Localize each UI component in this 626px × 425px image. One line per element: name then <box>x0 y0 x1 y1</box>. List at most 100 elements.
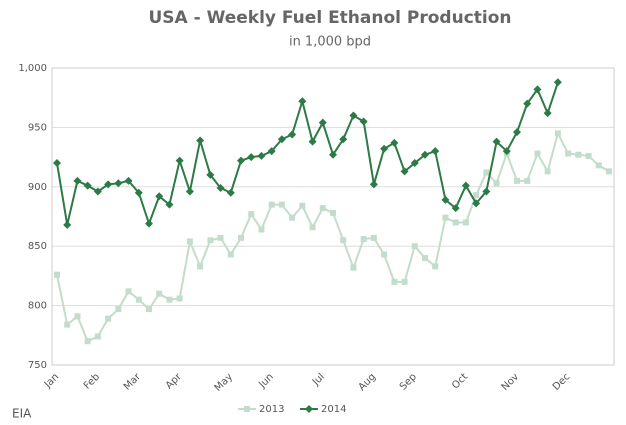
y-tick-label: 750 <box>28 360 47 371</box>
y-tick-label: 900 <box>28 182 47 193</box>
point <box>380 144 389 153</box>
point <box>185 187 194 196</box>
point <box>54 271 60 278</box>
point <box>114 179 123 188</box>
point <box>277 135 286 144</box>
point <box>64 321 71 328</box>
point <box>410 159 419 168</box>
point <box>523 99 532 108</box>
point <box>319 205 326 212</box>
point <box>585 152 592 159</box>
point <box>360 236 367 243</box>
point <box>289 214 296 221</box>
point <box>124 176 133 185</box>
point <box>452 219 459 226</box>
x-tick-label: Sep <box>398 371 419 392</box>
point <box>216 183 225 192</box>
point <box>421 150 429 159</box>
point <box>237 156 245 165</box>
point <box>502 147 511 156</box>
point <box>134 188 143 197</box>
point <box>493 180 500 187</box>
legend-label: 2013 <box>259 404 284 415</box>
point <box>176 295 183 302</box>
x-tick-label: Dec <box>551 371 572 392</box>
point <box>196 136 205 145</box>
point <box>339 135 348 144</box>
point <box>248 211 255 218</box>
point <box>462 219 469 226</box>
point <box>308 137 317 146</box>
point <box>145 219 153 228</box>
point <box>175 156 184 165</box>
point <box>544 168 551 175</box>
point <box>146 306 152 313</box>
point <box>472 199 481 208</box>
point <box>400 167 409 176</box>
point <box>492 137 501 146</box>
point <box>451 204 460 213</box>
point <box>432 263 439 270</box>
point <box>606 168 612 175</box>
point <box>244 406 250 412</box>
point <box>381 251 388 258</box>
point <box>53 159 61 168</box>
point <box>565 150 572 157</box>
point <box>533 85 542 94</box>
point <box>431 147 440 156</box>
point <box>340 237 347 244</box>
point <box>125 288 132 295</box>
x-tick-label: Feb <box>82 371 102 391</box>
point <box>369 180 378 189</box>
point <box>534 150 541 157</box>
point <box>329 150 337 159</box>
point <box>422 255 428 262</box>
point <box>514 177 520 184</box>
point <box>401 278 408 285</box>
series-line <box>56 130 610 343</box>
point <box>267 147 276 156</box>
point <box>197 263 204 270</box>
point <box>575 151 582 158</box>
point <box>155 192 164 201</box>
point <box>390 138 399 147</box>
point <box>513 128 521 137</box>
x-tick-label: Aug <box>357 371 379 393</box>
x-tick-label: Oct <box>450 371 470 391</box>
point <box>206 170 215 179</box>
point <box>166 296 173 303</box>
y-tick-label: 950 <box>28 122 47 133</box>
x-tick-label: Jan <box>42 371 61 390</box>
point <box>318 118 327 127</box>
point <box>305 405 313 413</box>
point <box>238 234 244 241</box>
point <box>257 151 266 160</box>
point <box>165 200 174 209</box>
point <box>186 238 193 245</box>
point <box>349 111 358 120</box>
point <box>217 234 224 241</box>
point <box>104 180 113 189</box>
point <box>441 195 450 204</box>
legend-label: 2014 <box>321 404 346 415</box>
point <box>288 130 297 139</box>
point <box>524 177 531 184</box>
point <box>461 181 470 190</box>
chart-subtitle: in 1,000 bpd <box>289 35 371 50</box>
point <box>94 333 101 340</box>
point <box>359 117 368 126</box>
point <box>268 201 275 208</box>
y-tick-label: 850 <box>28 241 47 252</box>
point <box>278 201 285 208</box>
point <box>298 97 307 106</box>
x-tick-label: Apr <box>164 371 185 392</box>
point <box>73 176 82 185</box>
point <box>473 192 480 199</box>
plot-border <box>51 67 615 366</box>
x-tick-label: Jun <box>256 371 276 391</box>
point <box>74 313 81 320</box>
point <box>115 306 122 313</box>
source: EIA <box>12 407 32 421</box>
point <box>483 169 490 176</box>
x-tick-label: Jul <box>310 371 327 388</box>
